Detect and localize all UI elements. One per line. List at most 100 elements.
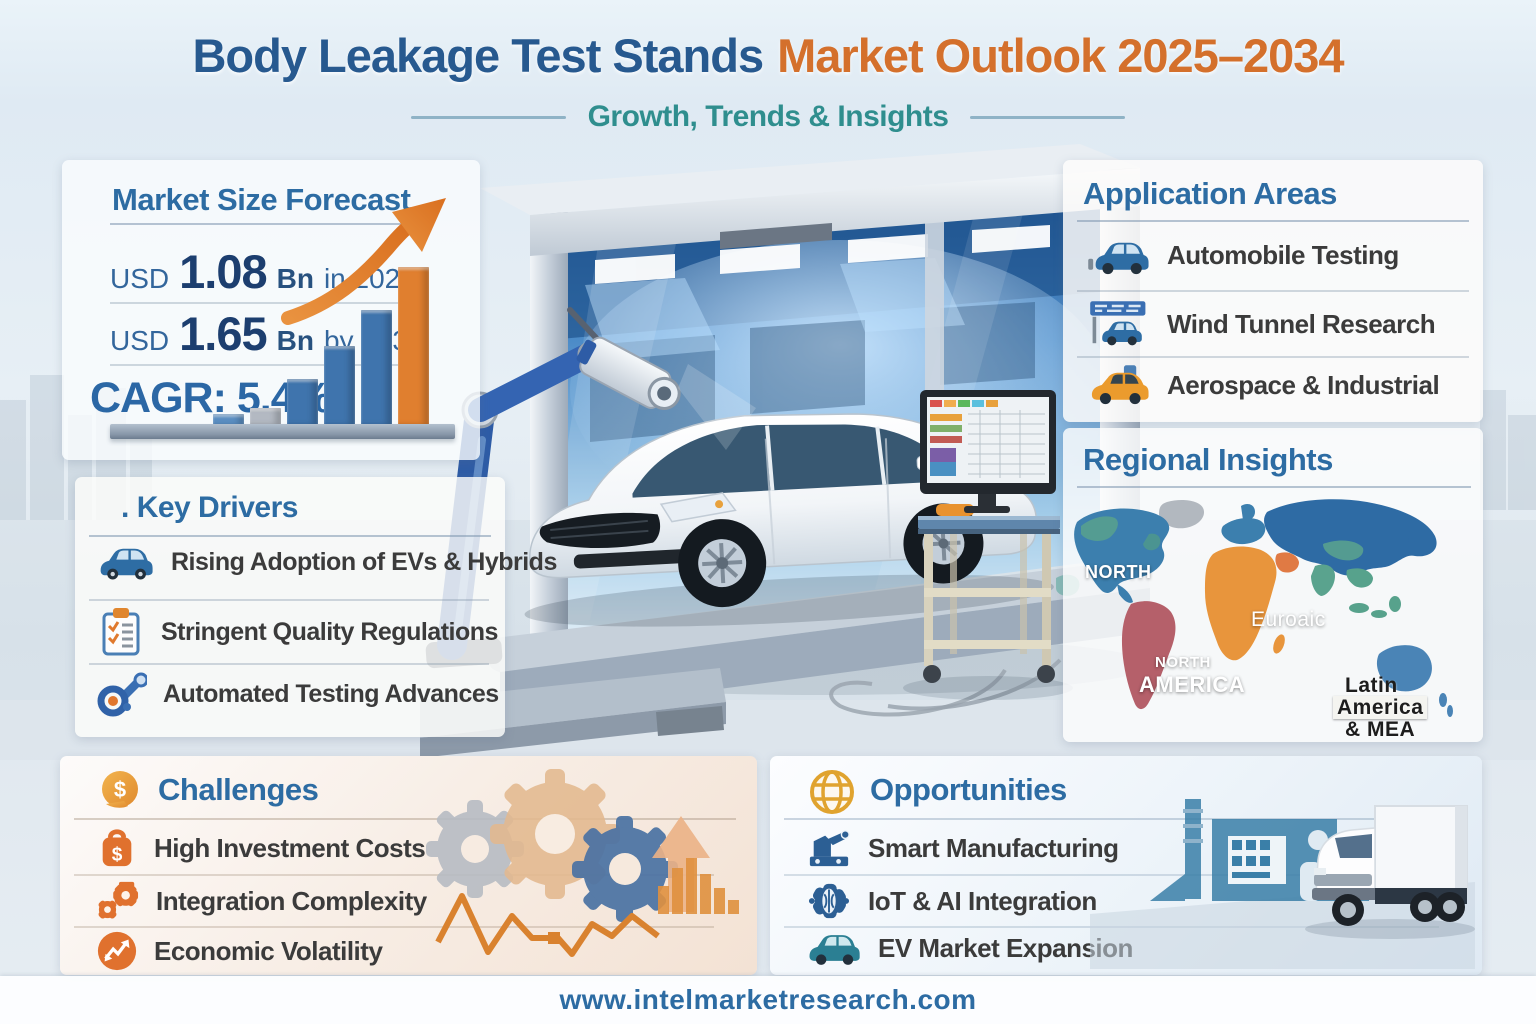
map-middle-east	[1275, 552, 1299, 573]
subtitle-line-left	[410, 115, 566, 119]
forecast-bar-1	[213, 414, 244, 425]
trend-arrow-icon	[281, 198, 446, 325]
map-australia	[1376, 645, 1432, 692]
page-title: Body Leakage Test Stands Market Outlook 2…	[0, 28, 1536, 83]
opportunity-item-1: Smart Manufacturing	[806, 826, 1119, 870]
key-drivers-card: . Key Drivers Rising Adoption of EVs & H…	[75, 477, 557, 737]
footer-bar: www.intelmarketresearch.com	[0, 976, 1536, 1024]
key-driver-item-1: Rising Adoption of EVs & Hybrids	[97, 543, 557, 581]
checklist-clipboard-icon	[97, 607, 145, 657]
forecast-bars	[213, 265, 463, 425]
challenge-item-3: Economic Volatility	[96, 930, 383, 972]
subtitle-line-right	[970, 115, 1126, 119]
volatility-icon	[96, 930, 138, 972]
chamber-roof	[480, 144, 1140, 215]
world-map	[1074, 499, 1453, 717]
map-india	[1311, 564, 1335, 596]
key-driver-item-3: Automated Testing Advances	[97, 671, 499, 717]
opportunity-label-2: IoT & AI Integration	[868, 885, 1097, 916]
opportunities-card: Opportunities Smart Manufacturing IoT & …	[770, 756, 1482, 975]
market-size-card: Market Size Forecast USD 1.08 Bn in 2026…	[62, 160, 480, 460]
key-driver-label-1: Rising Adoption of EVs & Hybrids	[171, 547, 557, 576]
challenge-item-2: Integration Complexity	[96, 880, 427, 922]
key-driver-item-2: Stringent Quality Regulations	[97, 607, 498, 657]
map-label-mea-2: America	[1333, 696, 1428, 720]
car-rear-wheel	[903, 503, 984, 584]
challenge-label-1: High Investment Costs	[154, 832, 426, 863]
market-size-title: Market Size Forecast	[112, 182, 411, 217]
opportunities-title: Opportunities	[870, 772, 1067, 807]
car-icon	[97, 543, 155, 581]
forecast-bar-2	[250, 408, 281, 425]
stat-2026-currency: USD	[110, 263, 170, 294]
delivery-truck	[1305, 805, 1475, 939]
chamber-top-beam	[530, 168, 1140, 256]
orange-tool	[936, 504, 974, 516]
forecast-bar-3	[287, 379, 318, 425]
forecast-bar-4	[324, 346, 355, 425]
application-label-1: Automobile Testing	[1167, 239, 1399, 270]
map-europe	[1221, 518, 1266, 545]
camera-head	[576, 336, 681, 410]
key-drivers-bullet: .	[121, 491, 129, 524]
stat-2034-currency: USD	[110, 325, 170, 356]
map-label-south-america-2: AMERICA	[1139, 672, 1246, 697]
test-car-illustration	[524, 413, 1054, 627]
key-driver-label-2: Stringent Quality Regulations	[161, 617, 498, 646]
footer-url: www.intelmarketresearch.com	[559, 984, 977, 1015]
map-label-south-america-1: NORTH	[1155, 654, 1211, 671]
key-drivers-title: . Key Drivers	[121, 491, 298, 524]
chamber-glass	[548, 185, 1122, 632]
opportunity-item-3: EV Market Expansion	[806, 930, 1133, 966]
page-subtitle: Growth, Trends & Insights	[0, 100, 1536, 134]
subtitle-text: Growth, Trends & Insights	[587, 100, 949, 133]
application-item-2: Wind Tunnel Research	[1087, 300, 1436, 348]
challenge-label-2: Integration Complexity	[156, 885, 427, 916]
monitor-cart	[903, 390, 1073, 700]
application-item-1: Automobile Testing	[1087, 234, 1399, 276]
challenges-card: $ Challenges $ High Investment Costs Int…	[60, 756, 757, 975]
dollar-coin-icon: $	[102, 771, 138, 808]
orange-car-icon	[1087, 364, 1151, 406]
factory-truck-decoration	[1090, 799, 1475, 969]
svg-text:$: $	[112, 844, 123, 865]
chart-shelf	[110, 424, 455, 439]
test-platform	[495, 558, 1150, 672]
key-driver-label-3: Automated Testing Advances	[163, 679, 499, 708]
wind-tunnel-car-icon	[1087, 300, 1151, 348]
map-south-america	[1121, 601, 1176, 710]
forecast-bar-5	[361, 310, 392, 425]
forecast-bar-6	[398, 267, 429, 425]
chamber-handle	[720, 223, 832, 249]
regional-insights-title: Regional Insights	[1083, 442, 1333, 477]
application-label-3: Aerospace & Industrial	[1167, 369, 1440, 400]
application-areas-title: Application Areas	[1083, 176, 1337, 211]
car-front-wheel	[678, 519, 767, 608]
svg-text:$: $	[114, 777, 126, 802]
map-label-north-america: NORTH	[1085, 562, 1152, 582]
application-areas-card: Application Areas Automobile Testing Win…	[1063, 160, 1483, 422]
challenge-item-1: $ High Investment Costs	[96, 826, 426, 870]
gears-decoration	[426, 769, 739, 957]
title-primary: Body Leakage Test Stands	[192, 29, 764, 82]
regional-insights-card: Regional Insights NORTH NORT	[1063, 428, 1483, 742]
smart-factory-icon	[806, 826, 852, 870]
ev-car-icon	[806, 930, 862, 966]
map-label-mea-1: Latin	[1345, 674, 1398, 697]
title-secondary: Market Outlook 2025–2034	[777, 29, 1344, 82]
map-label-africa: Euroaic	[1251, 608, 1326, 631]
challenges-title: Challenges	[158, 772, 319, 807]
investment-bag-icon: $	[96, 826, 138, 870]
application-item-3: Aerospace & Industrial	[1087, 364, 1440, 406]
gears-icon	[96, 880, 140, 922]
opportunity-item-2: IoT & AI Integration	[806, 880, 1097, 922]
map-greenland	[1159, 500, 1205, 529]
challenge-label-3: Economic Volatility	[154, 935, 383, 966]
opportunity-label-1: Smart Manufacturing	[868, 832, 1119, 863]
stat-2034-value: 1.65	[179, 307, 267, 360]
application-label-2: Wind Tunnel Research	[1167, 308, 1436, 339]
stat-2026-value: 1.08	[179, 245, 267, 298]
iot-gear-icon	[806, 880, 852, 922]
test-chamber-scene	[420, 144, 1150, 758]
